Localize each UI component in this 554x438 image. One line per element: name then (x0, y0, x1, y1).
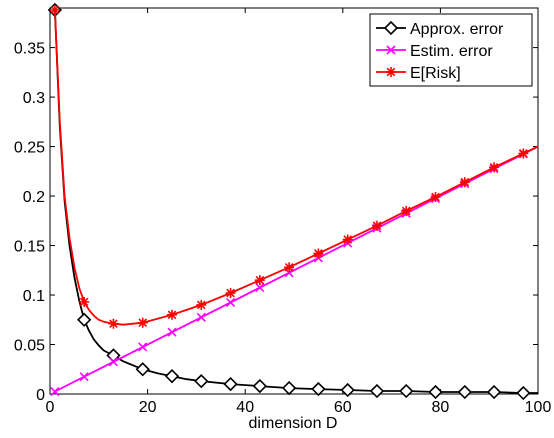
legend-label: E[Risk] (410, 65, 461, 82)
data-point (79, 372, 89, 382)
data-point (284, 262, 295, 273)
data-point (49, 4, 60, 15)
data-point (340, 382, 355, 398)
y-tick-label: 0.25 (14, 140, 45, 157)
data-point (194, 374, 209, 389)
legend-marker (386, 67, 396, 77)
data-point (196, 312, 206, 322)
data-point (167, 309, 177, 320)
data-point (164, 369, 180, 384)
data-point (108, 318, 119, 329)
legend: Approx. error Estim. error E[Risk] (369, 13, 533, 87)
legend-label: Approx. error (410, 21, 504, 38)
data-point (223, 376, 238, 392)
data-point (254, 275, 265, 286)
data-point (137, 317, 148, 328)
data-point (167, 327, 177, 337)
legend-entry: Estim. error (376, 43, 493, 60)
data-point (430, 192, 441, 203)
data-point (342, 234, 353, 245)
data-point (518, 148, 529, 159)
y-tick-label: 0 (36, 387, 45, 404)
legend-marker (383, 20, 399, 36)
data-point (135, 362, 150, 377)
data-point (50, 386, 60, 397)
y-tick-label: 0.05 (14, 338, 45, 355)
x-tick-label: 60 (334, 399, 352, 416)
data-point (401, 205, 412, 216)
data-point (138, 342, 148, 352)
data-point (79, 296, 90, 307)
data-point (225, 297, 236, 308)
x-axis-label: dimension D (249, 415, 338, 432)
x-tick-label: 0 (46, 399, 55, 416)
data-point (252, 378, 267, 394)
y-tick-label: 0.1 (23, 288, 45, 305)
data-point (313, 248, 324, 259)
data-point (77, 312, 92, 327)
legend-entry: Approx. error (376, 20, 504, 38)
data-point (255, 283, 265, 293)
data-point (489, 162, 500, 173)
x-tick-label: 100 (525, 399, 552, 416)
data-point (108, 357, 119, 367)
legend-label: Estim. error (410, 43, 493, 60)
y-tick-label: 0.2 (23, 189, 45, 206)
data-point (196, 299, 207, 310)
y-tick-label: 0.3 (23, 90, 45, 107)
data-point (369, 383, 385, 399)
data-point (459, 177, 470, 188)
data-point (281, 380, 297, 396)
series-line (54, 145, 539, 393)
data-point (399, 383, 414, 399)
data-point (311, 381, 326, 397)
x-tick-label: 80 (432, 399, 450, 416)
data-point (371, 220, 382, 231)
series-0 (47, 2, 538, 401)
series-2 (49, 4, 539, 329)
y-tick-label: 0.15 (14, 239, 45, 256)
y-tick-label: 0.35 (14, 41, 45, 58)
data-point (486, 384, 502, 400)
x-tick-label: 40 (236, 399, 254, 416)
legend-marker (386, 45, 396, 55)
legend-entry: E[Risk] (376, 65, 461, 82)
data-point (225, 288, 236, 299)
data-point (428, 384, 443, 400)
data-point (457, 384, 472, 400)
x-tick-label: 20 (139, 399, 157, 416)
data-point (516, 385, 531, 401)
